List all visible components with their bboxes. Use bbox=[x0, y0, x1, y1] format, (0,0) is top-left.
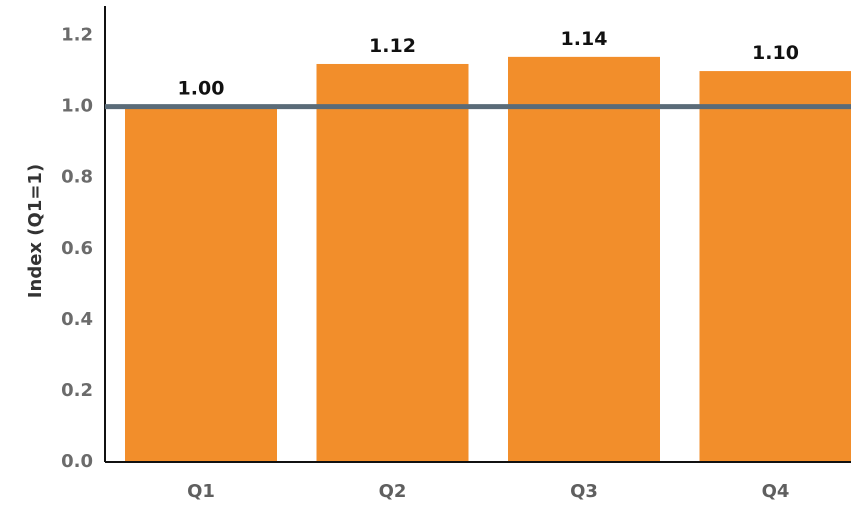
bars bbox=[125, 56, 851, 463]
x-tick-label-q1: Q1 bbox=[187, 481, 215, 502]
y-tick-label: 0.4 bbox=[61, 309, 93, 330]
bar-q2 bbox=[316, 63, 469, 462]
x-tick-label-q2: Q2 bbox=[379, 481, 407, 502]
y-tick-label: 0.6 bbox=[61, 238, 93, 259]
y-tick-label: 1.0 bbox=[61, 96, 93, 117]
y-axis-ticks: 0.0 0.2 0.4 0.6 0.8 1.0 1.2 bbox=[61, 25, 93, 472]
bar-q4 bbox=[699, 71, 851, 463]
y-tick-label: 0.0 bbox=[61, 451, 93, 472]
y-tick-label: 1.2 bbox=[61, 25, 93, 46]
x-tick-label-q4: Q4 bbox=[762, 481, 790, 502]
data-label-q4: 1.10 bbox=[752, 42, 799, 64]
data-labels: 1.00 1.12 1.14 1.10 bbox=[178, 28, 799, 100]
x-axis-ticks: Q1 Q2 Q3 Q4 bbox=[187, 481, 789, 502]
bar-q1 bbox=[125, 106, 277, 462]
y-tick-label: 0.8 bbox=[61, 167, 93, 188]
bar-q3 bbox=[508, 56, 660, 462]
data-label-q2: 1.12 bbox=[369, 35, 416, 57]
x-tick-label-q3: Q3 bbox=[570, 481, 598, 502]
data-label-q1: 1.00 bbox=[178, 78, 225, 100]
data-label-q3: 1.14 bbox=[561, 28, 608, 50]
y-axis-title: Index (Q1=1) bbox=[25, 164, 46, 298]
y-tick-label: 0.2 bbox=[61, 380, 93, 401]
